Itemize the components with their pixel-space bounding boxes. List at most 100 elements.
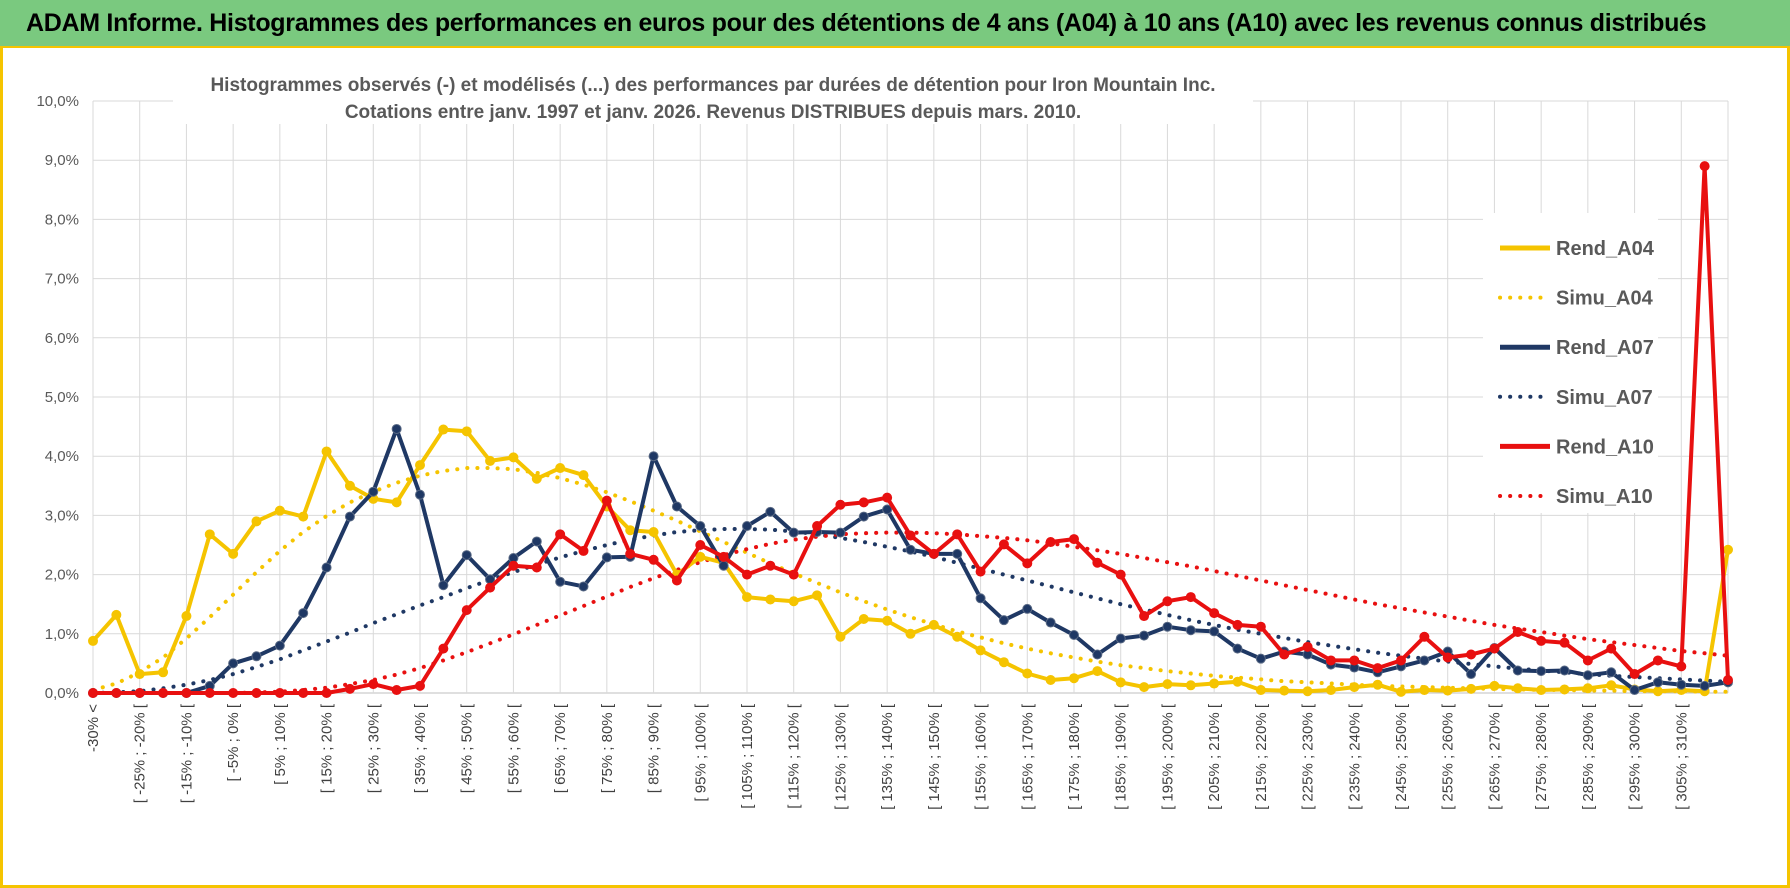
data-point [438,424,449,435]
data-point [1232,643,1243,654]
data-point [928,548,939,559]
series-simu-a07 [91,527,1730,695]
data-point [181,611,192,622]
data-point [882,504,893,515]
data-point [158,688,169,698]
x-tick-label: -30% < [85,704,102,752]
data-point [812,590,823,601]
data-point [601,552,612,563]
x-tick-label: [ 85% ; 90% [ [646,703,663,793]
data-point [251,651,262,662]
data-point [1582,655,1593,666]
y-tick-label: 9,0% [45,152,79,169]
data-point [1466,649,1477,660]
data-point [625,548,636,559]
series-line [91,530,1730,695]
data-point [1723,674,1733,685]
x-tick-label: [ 205% ; 210% [ [1206,703,1223,810]
legend-item-rend-a10: Rend_A10 [1500,436,1654,458]
data-point [1185,625,1196,636]
data-point [415,489,425,500]
data-point [111,688,122,698]
data-point [928,619,939,630]
data-point [391,497,402,508]
legend-label: Rend_A07 [1556,337,1654,359]
data-point [531,473,542,484]
data-point [998,615,1009,626]
data-point [1676,679,1687,690]
data-point [321,688,332,698]
data-point [344,480,355,491]
data-point [812,521,823,532]
y-tick-label: 1,0% [45,626,79,643]
data-point [858,511,869,522]
data-point [1606,643,1617,654]
data-point [1559,665,1570,676]
x-tick-label: [ 55% ; 60% [ [505,703,522,793]
data-point [531,562,542,573]
data-point [344,683,355,694]
legend-item-simu-a07: Simu_A07 [1498,387,1653,409]
data-point [952,548,963,559]
data-point [1349,655,1360,666]
x-axis-ticks: -30% < [ -25% ; -20% [[ -15% ; -10% [[ -5… [85,703,1690,810]
x-tick-label: [ 215% ; 220% [ [1253,703,1270,810]
data-point [1279,685,1290,696]
data-point [391,423,402,434]
data-point [882,615,893,626]
data-point [1232,619,1243,630]
data-point [1022,558,1033,569]
series-line [91,527,1730,695]
data-point [1396,655,1406,666]
legend-item-rend-a07: Rend_A07 [1500,337,1654,359]
data-point [555,529,566,540]
data-point [578,470,589,481]
data-point [1209,608,1220,619]
y-tick-label: 10,0% [36,93,79,110]
legend-background [1483,213,1658,513]
x-tick-label: [ 275% ; 280% [ [1533,703,1550,810]
data-point [298,511,309,522]
data-point [718,560,729,571]
data-point [1466,683,1477,694]
data-point [1606,667,1617,678]
data-point [1512,627,1523,638]
data-point [835,499,846,510]
chart-grid [92,100,1729,694]
x-tick-label: [ 235% ; 240% [ [1346,703,1363,810]
data-point [1512,665,1523,676]
x-tick-label: [ 195% ; 200% [ [1159,703,1176,810]
data-point [485,455,496,466]
header-banner: ADAM Informe. Histogrammes des performan… [0,0,1790,48]
y-tick-label: 6,0% [45,330,79,347]
x-tick-label: [ 255% ; 260% [ [1440,703,1457,810]
data-point [321,562,332,573]
data-point [228,658,239,669]
data-point [298,688,309,698]
data-point [1022,668,1033,679]
data-point [1069,629,1079,640]
x-tick-label: [ 125% ; 130% [ [832,703,849,810]
legend-item-simu-a10: Simu_A10 [1498,486,1653,508]
data-point [344,511,355,522]
data-point [578,545,589,556]
data-point [461,550,472,561]
x-tick-label: [ 305% ; 310% [ [1673,703,1690,810]
y-tick-label: 0,0% [45,685,79,702]
data-point [555,463,566,474]
data-point [1162,621,1173,632]
data-point [1512,683,1523,694]
data-point [1302,686,1313,697]
data-point [1092,649,1103,660]
data-point [1045,674,1056,685]
legend-label: Rend_A10 [1556,436,1654,458]
x-tick-label: [ 185% ; 190% [ [1113,703,1130,810]
x-tick-label: [ 225% ; 230% [ [1300,703,1317,810]
data-point [88,688,98,698]
data-point [1139,630,1150,641]
data-point [1115,569,1126,580]
data-point [648,554,659,565]
data-point [1606,680,1617,691]
data-point [1185,592,1196,603]
data-point [1325,685,1336,696]
